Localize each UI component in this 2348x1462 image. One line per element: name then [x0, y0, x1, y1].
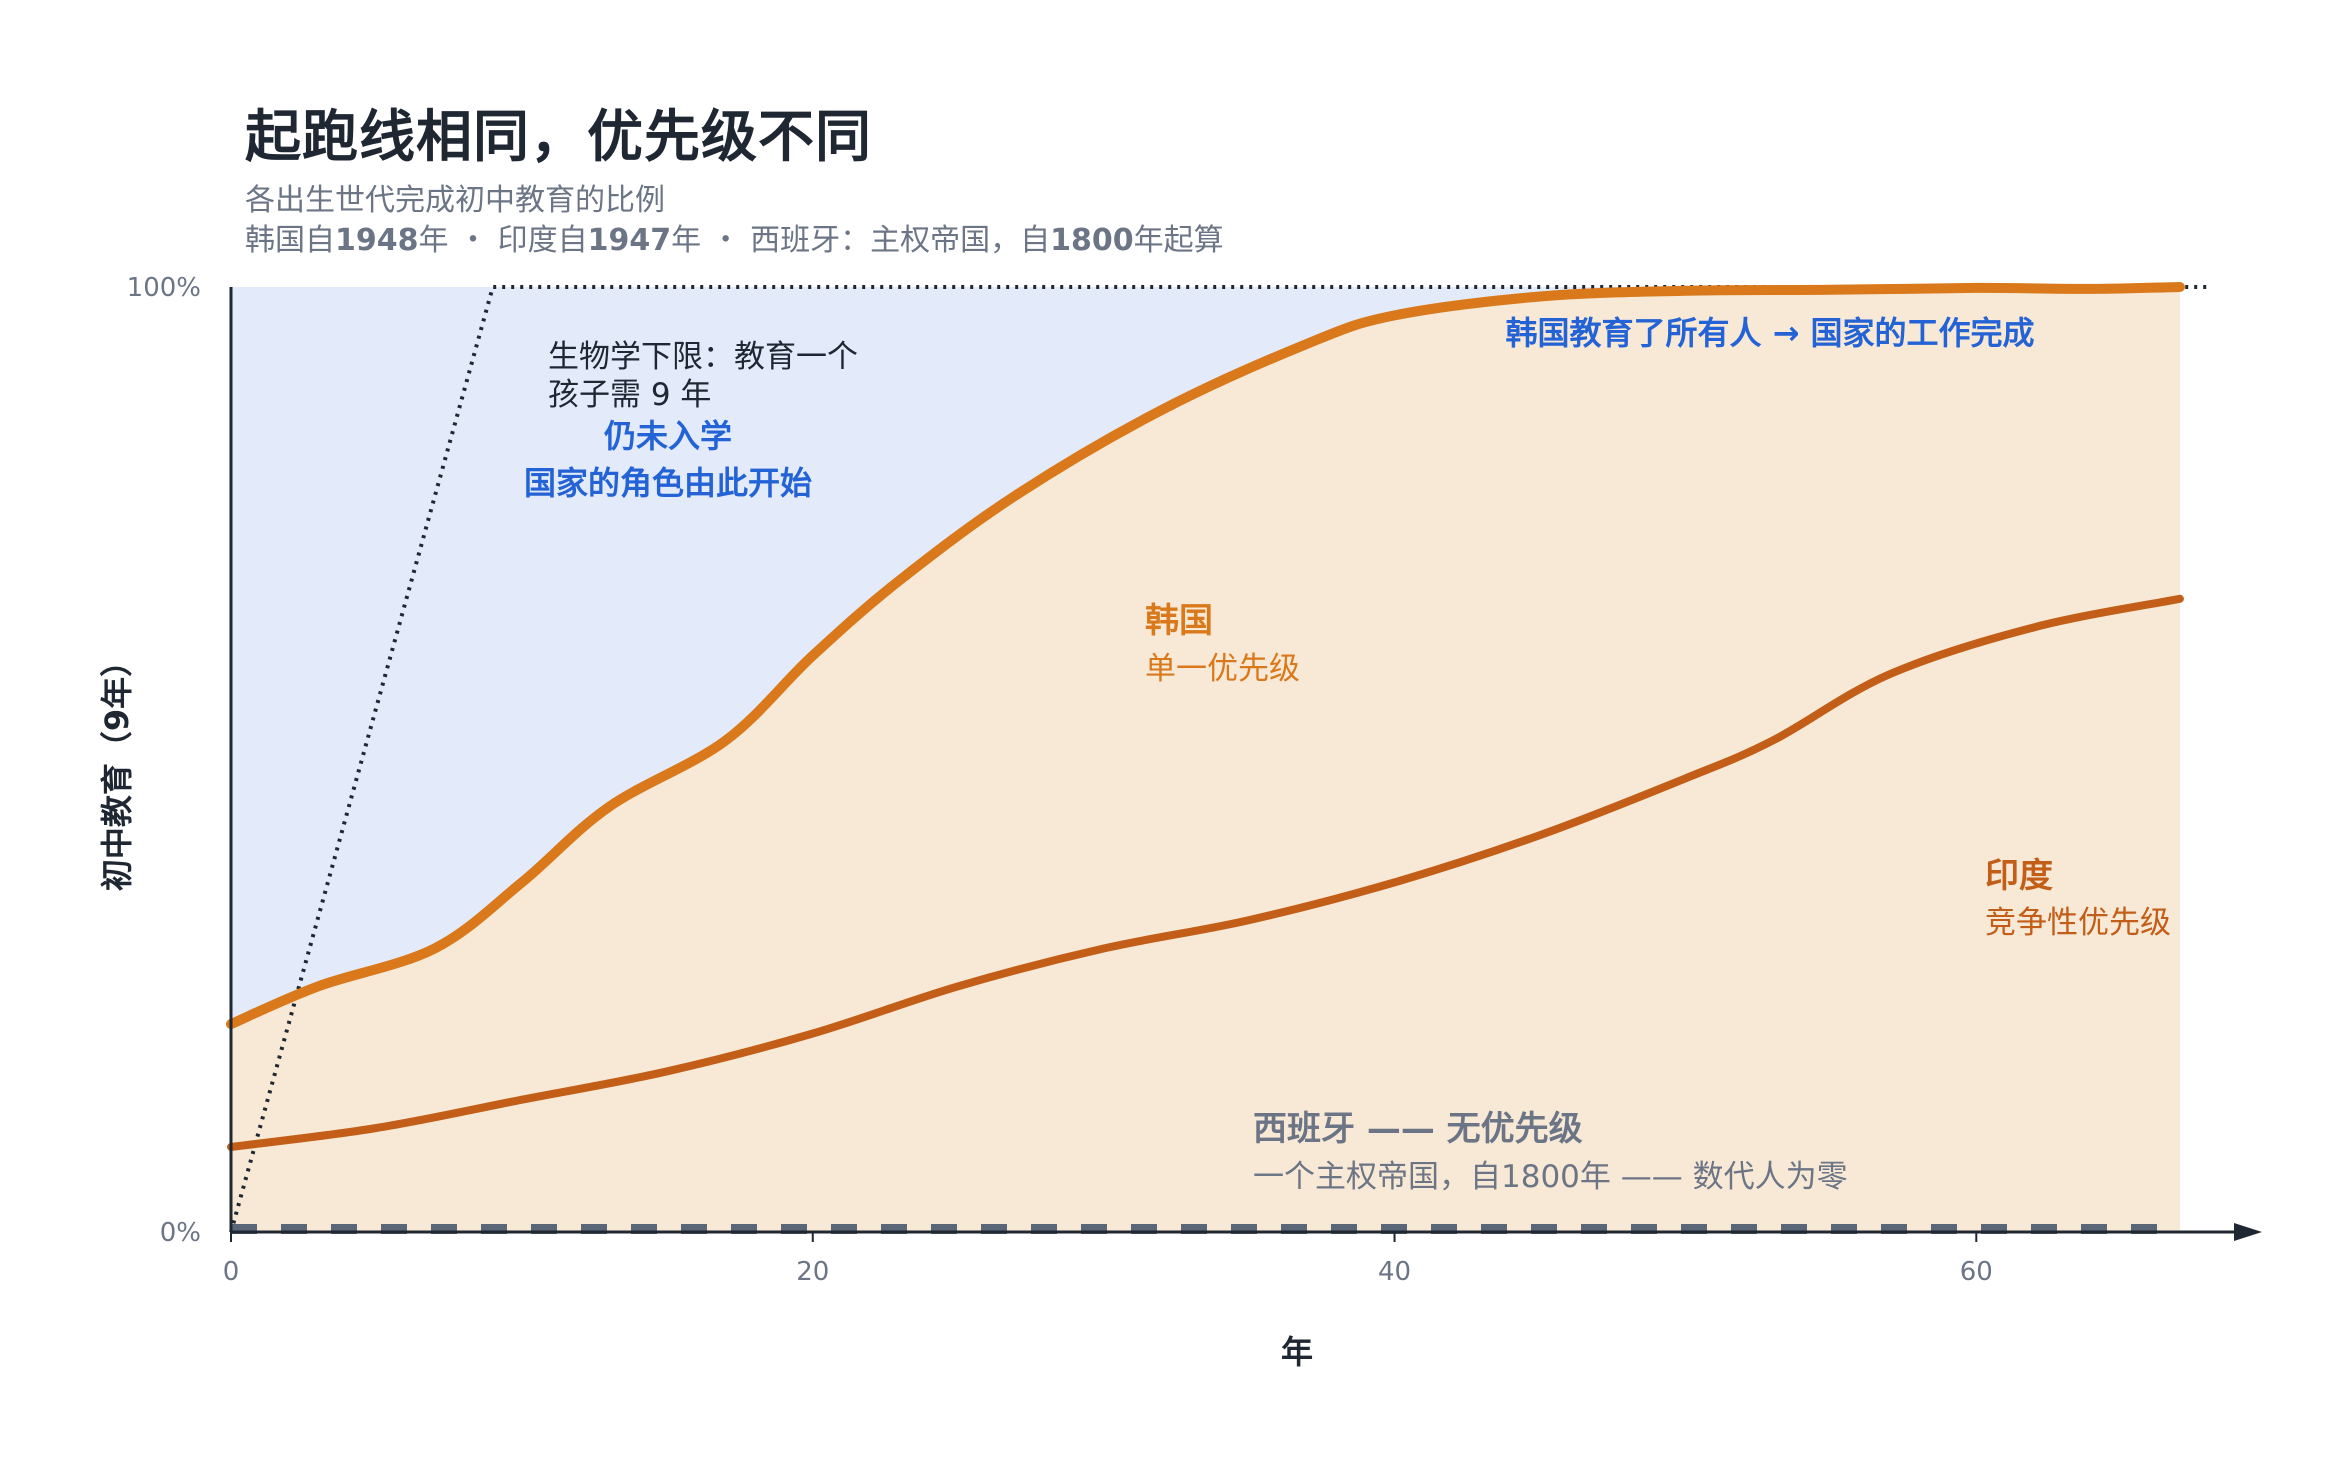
chart-areas: [231, 287, 2180, 1232]
spain-label: 西班牙 —— 无优先级: [1253, 1109, 1583, 1149]
x-axis-title: 年: [1281, 1333, 1313, 1371]
chart-ticks: 0 20 40 60 0% 100%: [127, 273, 1993, 1287]
x-axis-arrow-icon: [2234, 1223, 2262, 1241]
x-tick-label: 40: [1378, 1257, 1411, 1287]
y-tick-label: 0%: [160, 1218, 201, 1248]
not-enrolled-annotation: 仍未入学: [604, 417, 732, 455]
note-year-india: 1947: [587, 223, 672, 258]
spain-sublabel: 一个主权帝国，自1800年 —— 数代人为零: [1253, 1159, 1848, 1195]
x-tick-label: 0: [223, 1257, 240, 1287]
y-tick-label: 100%: [127, 273, 201, 303]
chart-title: 起跑线相同，优先级不同: [245, 105, 872, 170]
note-part: 年起算: [1133, 223, 1224, 258]
india-series-line: [227, 594, 2184, 1151]
note-year-korea: 1948: [335, 223, 419, 258]
korea-label: 韩国: [1145, 601, 1213, 641]
bio-floor-annotation-line2: 孩子需 9 年: [548, 377, 711, 413]
chart-axes: [229, 287, 2262, 1241]
x-tick-label: 20: [796, 1257, 829, 1287]
india-sublabel: 竞争性优先级: [1985, 905, 2171, 941]
bio-floor-annotation-line1: 生物学下限：教育一个: [548, 339, 858, 375]
note-part: 年 ・ 西班牙：主权帝国，自: [671, 223, 1051, 258]
note-part: 韩国自: [245, 223, 335, 258]
india-label: 印度: [1985, 856, 2053, 896]
chart-subtitle: 各出生世代完成初中教育的比例: [245, 183, 665, 218]
note-part: 年 ・ 印度自: [418, 223, 588, 258]
korea-done-annotation: 韩国教育了所有人 → 国家的工作完成: [1505, 314, 2034, 352]
y-axis-title: 初中教育（9年）: [98, 645, 136, 891]
korea-series-line: [226, 282, 2185, 1030]
state-role-annotation: 国家的角色由此开始: [524, 464, 812, 502]
chart-lines: [226, 282, 2209, 1234]
chart-note: 韩国自1948年 ・ 印度自1947年 ・ 西班牙：主权帝国，自1800年起算: [245, 215, 1224, 259]
note-year-spain: 1800: [1050, 223, 1134, 258]
korea-area: [231, 287, 2180, 1232]
x-tick-label: 60: [1960, 1257, 1993, 1287]
korea-sublabel: 单一优先级: [1145, 651, 1300, 687]
